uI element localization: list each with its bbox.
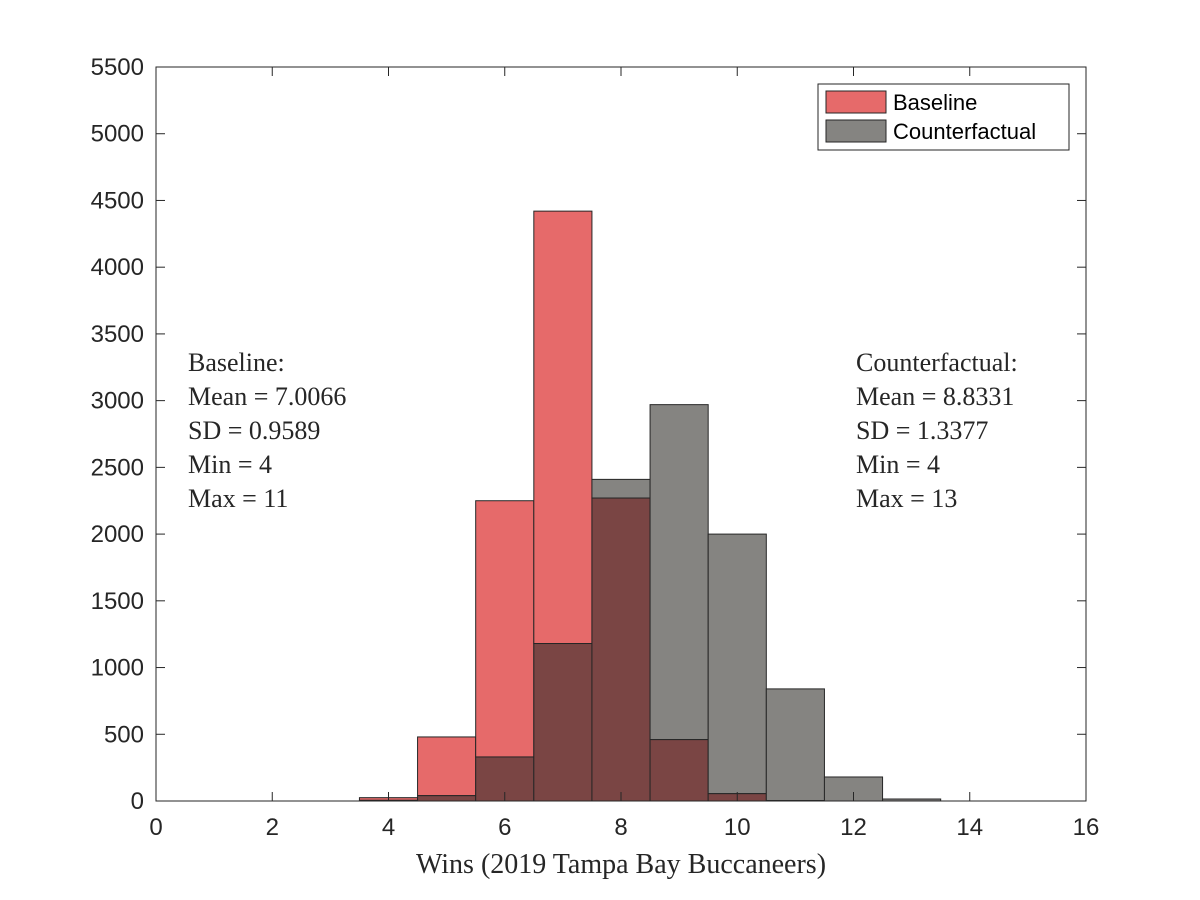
stat-line: Max = 13 (856, 484, 957, 513)
bar-baseline-6 (475, 500, 535, 758)
x-tick-label: 16 (1073, 814, 1100, 841)
x-axis-label: Wins (2019 Tampa Bay Buccaneers) (416, 849, 826, 880)
x-tick-label: 6 (498, 814, 511, 841)
bar-baseline-7 (533, 210, 593, 645)
ticks-layer: 0 2 4 6 8 10 12 14 16 0 500 1000 1500 2000 2500 3000 350… (91, 54, 1100, 841)
y-tick-label: 3000 (91, 388, 144, 415)
y-tick-label: 1000 (91, 655, 144, 682)
bar-counterfactual-9 (649, 404, 709, 741)
baseline-stats-annotation: Baseline: Mean = 7.0066 SD = 0.9589 Min = 4… (188, 348, 346, 513)
bar-overlap-9 (649, 739, 709, 802)
legend-label-baseline: Baseline (893, 90, 977, 115)
bar-overlap-5 (417, 795, 477, 802)
counterfactual-stats-annotation: Counterfactual: Mean = 8.8331 SD = 1.3377 M… (856, 348, 1018, 513)
bar-baseline-5 (417, 736, 477, 797)
bar-counterfactual-8 (591, 478, 651, 499)
bar-counterfactual-10 (707, 533, 767, 795)
x-tick-label: 4 (382, 814, 395, 841)
y-tick-label: 5000 (91, 121, 144, 148)
y-tick-label: 1500 (91, 588, 144, 615)
y-tick-label: 4000 (91, 254, 144, 281)
stat-line: Mean = 8.8331 (856, 382, 1014, 411)
x-tick-label: 14 (956, 814, 983, 841)
bar-overlap-8 (591, 497, 651, 802)
stat-line: Min = 4 (856, 450, 940, 479)
x-tick-label: 10 (724, 814, 751, 841)
y-tick-label: 2000 (91, 521, 144, 548)
stat-line: Mean = 7.0066 (188, 382, 346, 411)
y-tick-label: 3500 (91, 321, 144, 348)
stat-line: Min = 4 (188, 450, 272, 479)
x-tick-label: 12 (840, 814, 867, 841)
x-tick-label: 0 (149, 814, 162, 841)
stat-line: Counterfactual: (856, 348, 1018, 377)
legend-swatch-baseline (825, 90, 887, 114)
bars-layer (358, 210, 942, 802)
stat-line: Max = 11 (188, 484, 288, 513)
bar-overlap-7 (533, 643, 593, 802)
y-tick-label: 500 (104, 721, 144, 748)
y-tick-label: 4500 (91, 187, 144, 214)
stat-line: SD = 0.9589 (188, 416, 320, 445)
stat-line: SD = 1.3377 (856, 416, 988, 445)
legend-swatch-counterfactual (825, 119, 887, 143)
legend-label-counterfactual: Counterfactual (893, 119, 1036, 144)
y-tick-label: 5500 (91, 54, 144, 81)
bar-counterfactual-11 (765, 688, 825, 802)
y-tick-label: 2500 (91, 454, 144, 481)
stat-line: Baseline: (188, 348, 285, 377)
x-tick-label: 2 (266, 814, 279, 841)
y-tick-label: 0 (131, 788, 144, 815)
x-tick-label: 8 (614, 814, 627, 841)
legend: Baseline Counterfactual (817, 83, 1070, 151)
